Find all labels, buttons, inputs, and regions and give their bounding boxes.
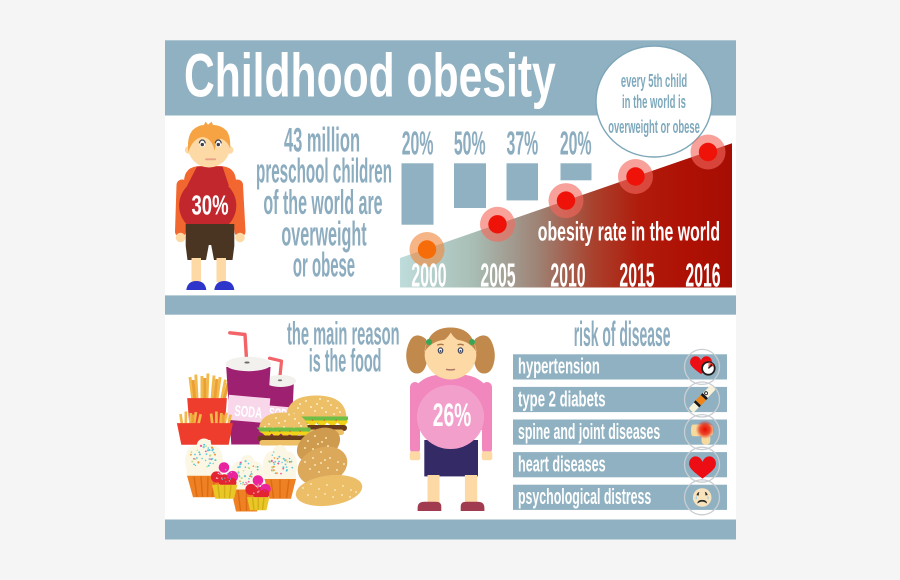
svg-text:30%: 30% [191,191,228,222]
svg-text:26%: 26% [433,397,471,433]
svg-text:every 5th child: every 5th child [621,72,687,92]
svg-text:Childhood obesity: Childhood obesity [184,42,556,110]
svg-text:spine and joint diseases: spine and joint diseases [518,419,660,444]
svg-text:hypertension: hypertension [518,353,600,379]
svg-text:or obese: or obese [293,245,355,284]
svg-text:2016: 2016 [685,258,720,294]
svg-text:is the food: is the food [309,344,382,379]
svg-text:in the world is: in the world is [622,93,686,113]
svg-text:2000: 2000 [411,258,446,294]
svg-text:overweight: overweight [281,215,366,253]
svg-text:heart diseases: heart diseases [518,451,606,477]
svg-text:of the world are: of the world are [263,183,382,221]
svg-text:50%: 50% [454,126,486,162]
svg-text:43 million: 43 million [284,121,360,159]
svg-text:2010: 2010 [550,258,585,294]
svg-text:2005: 2005 [480,258,515,294]
svg-text:37%: 37% [507,126,539,162]
svg-text:risk of disease: risk of disease [574,314,671,353]
svg-text:2015: 2015 [619,258,654,294]
svg-text:20%: 20% [402,126,434,162]
svg-text:overweight or obese: overweight or obese [608,118,700,138]
svg-text:the main reason: the main reason [287,316,400,352]
svg-text:20%: 20% [560,126,592,162]
svg-text:type 2 diabets: type 2 diabets [518,386,606,412]
svg-text:SODA: SODA [234,401,263,421]
svg-text:preschool children: preschool children [256,151,392,190]
svg-text:obesity rate in the world: obesity rate in the world [538,216,720,246]
svg-text:psychological distress: psychological distress [518,484,651,509]
